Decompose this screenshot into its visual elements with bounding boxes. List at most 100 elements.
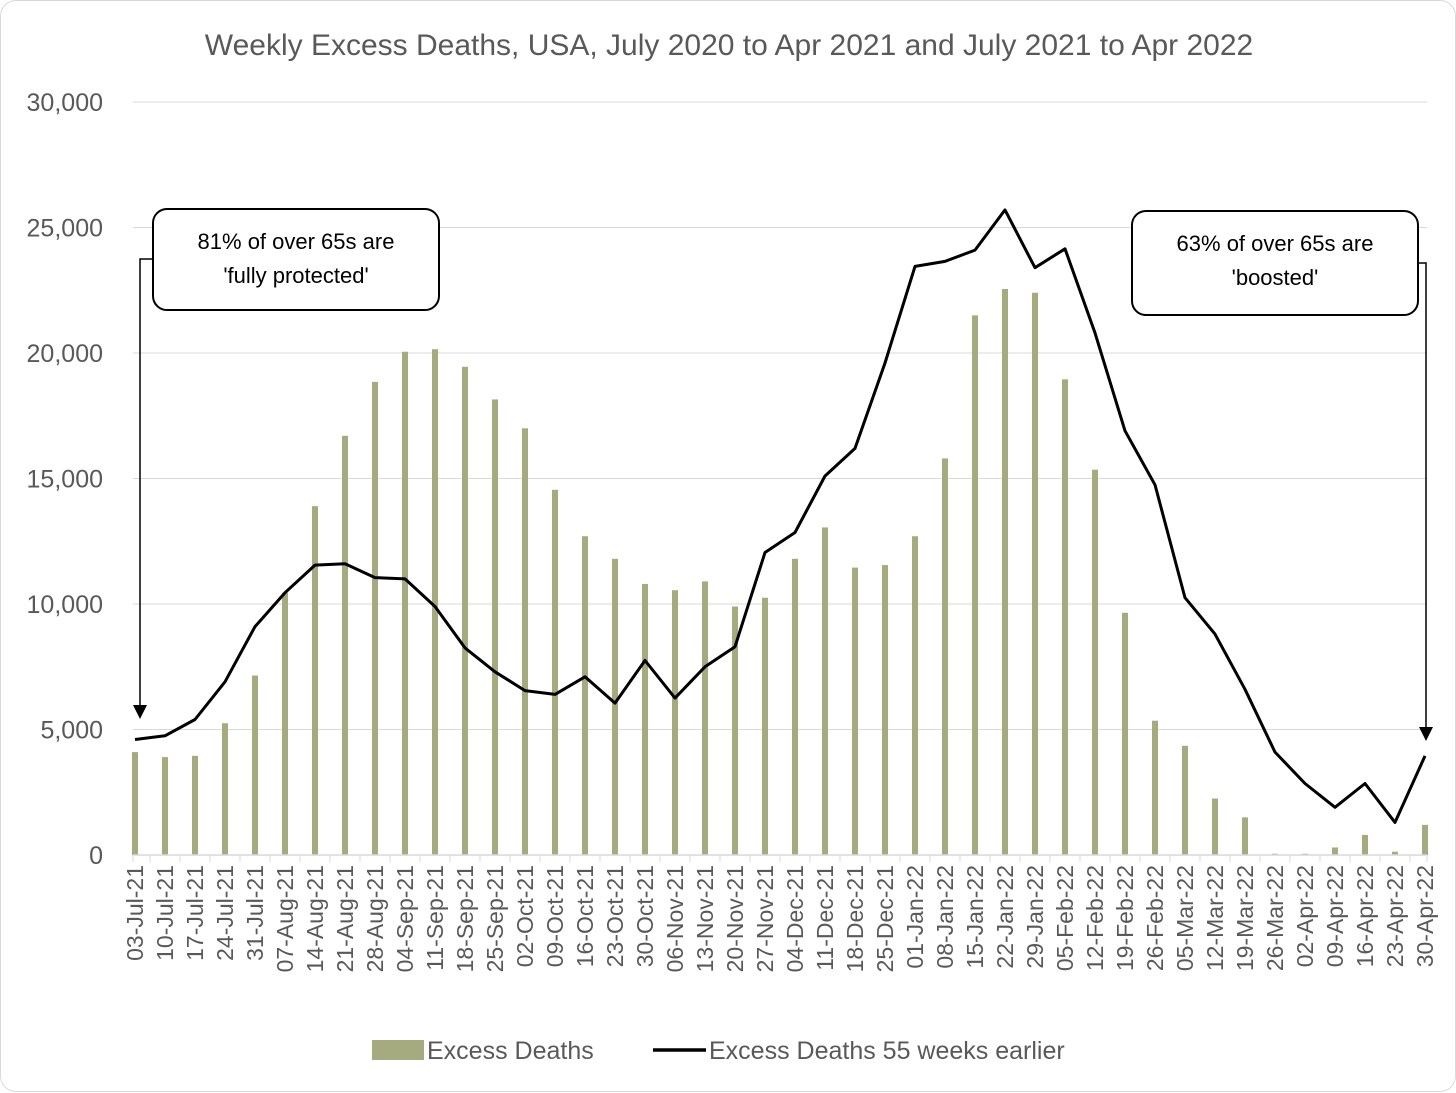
bar (1392, 851, 1398, 855)
x-tick-label: 22-Jan-22 (992, 865, 1018, 969)
x-tick-label: 11-Sep-21 (422, 865, 448, 971)
bar (522, 428, 528, 855)
annotation-arrow-line-left (139, 258, 153, 705)
annotation-arrowhead-right (1419, 727, 1433, 741)
bar (552, 489, 558, 855)
y-tick-label: 10,000 (27, 591, 103, 619)
bar (162, 757, 168, 855)
bar (612, 558, 618, 855)
gridlines (133, 101, 1427, 730)
x-tick-label: 18-Sep-21 (452, 865, 478, 972)
series-line (134, 208, 1427, 824)
bar (852, 567, 858, 855)
legend-swatch-excess-deaths (372, 1040, 424, 1060)
x-tick-label: 11-Dec-21 (812, 865, 838, 971)
x-tick-label: 30-Apr-22 (1412, 865, 1438, 967)
bar (1122, 612, 1128, 855)
annotation-arrow-line-right (1417, 262, 1427, 727)
bar (642, 583, 648, 855)
bar (792, 558, 798, 855)
bar (432, 349, 438, 855)
x-tick-label: 06-Nov-21 (662, 865, 688, 972)
x-tick-label: 01-Jan-22 (902, 865, 928, 969)
x-axis-labels: 03-Jul-21 10-Jul-21 17-Jul-21 24-Jul-21 31-J… (122, 865, 1438, 972)
y-tick-label: 30,000 (27, 89, 103, 117)
x-tick-label: 12-Mar-22 (1202, 865, 1228, 971)
x-tick-label: 10-Jul-21 (152, 865, 178, 961)
legend-label-excess-deaths: Excess Deaths (427, 1037, 594, 1065)
x-tick-label: 20-Nov-21 (722, 865, 748, 972)
bar (1002, 288, 1008, 855)
x-tick-label: 19-Mar-22 (1232, 865, 1258, 971)
x-tick-label: 17-Jul-21 (182, 865, 208, 961)
y-tick-label: 20,000 (27, 340, 103, 368)
bar (402, 351, 408, 855)
bar (1242, 817, 1248, 855)
x-tick-label: 15-Jan-22 (962, 865, 988, 969)
x-tick-label: 08-Jan-22 (932, 865, 958, 969)
bar (1032, 292, 1038, 855)
x-tick-label: 23-Apr-22 (1382, 865, 1408, 967)
x-tick-label: 29-Jan-22 (1022, 865, 1048, 969)
annotation-left-line2: 'fully protected' (223, 263, 368, 288)
bar (342, 435, 348, 855)
bar-series (132, 288, 1428, 856)
chart-title: Weekly Excess Deaths, USA, July 2020 to … (205, 29, 1253, 62)
x-tick-label: 18-Dec-21 (842, 865, 868, 972)
x-tick-label: 24-Jul-21 (212, 865, 238, 961)
x-tick-label: 05-Feb-22 (1052, 865, 1078, 971)
annotation-right-line1: 63% of over 65s are (1177, 231, 1374, 256)
bar (1422, 824, 1428, 855)
x-tick-label: 25-Sep-21 (482, 865, 508, 972)
bar (912, 536, 918, 855)
bar (762, 597, 768, 855)
bar (972, 315, 978, 856)
x-tick-label: 12-Feb-22 (1082, 865, 1108, 971)
bar (1152, 720, 1158, 855)
bar (1332, 847, 1338, 855)
bar (1362, 834, 1368, 855)
x-axis (132, 854, 1428, 862)
x-tick-label: 16-Oct-21 (572, 865, 598, 967)
bar (252, 675, 258, 855)
annotation-left-line1: 81% of over 65s are (198, 229, 395, 254)
x-tick-label: 28-Aug-21 (362, 865, 388, 972)
x-tick-label: 02-Oct-21 (512, 865, 538, 967)
bar (312, 506, 318, 855)
x-tick-label: 07-Aug-21 (272, 865, 298, 972)
x-tick-label: 31-Jul-21 (242, 865, 268, 961)
legend-label-55-weeks-earlier: Excess Deaths 55 weeks earlier (709, 1037, 1065, 1065)
x-tick-label: 04-Dec-21 (782, 865, 808, 972)
annotation-arrowhead-left (133, 705, 147, 719)
x-tick-label: 04-Sep-21 (392, 865, 418, 972)
x-tick-label: 09-Oct-21 (542, 865, 568, 967)
bar (1092, 469, 1098, 855)
x-tick-label: 26-Mar-22 (1262, 865, 1288, 971)
legend: Excess Deaths Excess Deaths 55 weeks ear… (372, 1037, 1065, 1065)
x-tick-label: 14-Aug-21 (302, 865, 328, 972)
x-tick-label: 27-Nov-21 (752, 865, 778, 972)
x-tick-label: 21-Aug-21 (332, 865, 358, 972)
y-tick-label: 5,000 (40, 717, 103, 745)
bar (462, 366, 468, 855)
x-tick-label: 23-Oct-21 (602, 865, 628, 967)
x-tick-label: 19-Feb-22 (1112, 865, 1138, 971)
bar (132, 752, 138, 855)
y-axis-labels: 0 5,000 10,000 15,000 20,000 25,000 30,000 (27, 89, 103, 870)
bar (882, 565, 888, 855)
bar (282, 592, 288, 855)
bar (1212, 798, 1218, 855)
bar (192, 755, 198, 855)
x-tick-label: 09-Apr-22 (1322, 865, 1348, 967)
x-tick-label: 30-Oct-21 (632, 865, 658, 967)
bar (222, 723, 228, 855)
bar (1062, 379, 1068, 855)
x-tick-label: 13-Nov-21 (692, 865, 718, 972)
annotation-boosted: 63% of over 65s are 'boosted' (1131, 210, 1433, 741)
bar (822, 527, 828, 855)
bar (1182, 745, 1188, 855)
bar (732, 606, 738, 855)
annotation-right-line2: 'boosted' (1232, 265, 1319, 290)
bar (672, 590, 678, 855)
